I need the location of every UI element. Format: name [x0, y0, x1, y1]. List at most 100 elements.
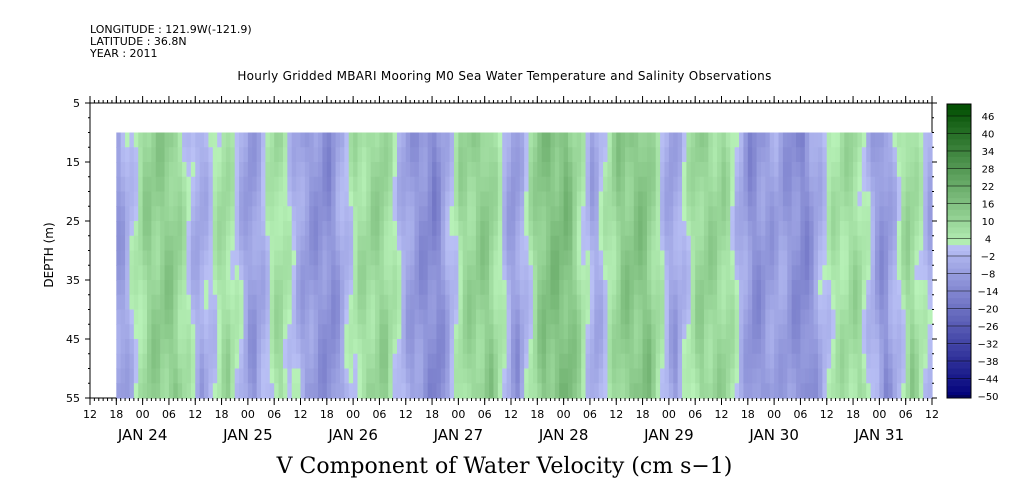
heatmap-cell	[554, 191, 560, 207]
heatmap-cell	[774, 221, 780, 237]
heatmap-cell	[546, 324, 552, 340]
heatmap-cell	[576, 132, 582, 148]
heatmap-cell	[642, 368, 648, 384]
heatmap-cell	[646, 265, 652, 281]
heatmap-cell	[388, 132, 394, 148]
heatmap-cell	[800, 206, 806, 222]
heatmap-cell	[826, 191, 832, 207]
heatmap-cell	[660, 353, 666, 370]
heatmap-cell	[835, 162, 841, 178]
heatmap-cell	[182, 383, 188, 399]
heatmap-cell	[888, 294, 894, 311]
heatmap-cell	[826, 176, 832, 193]
heatmap-cell	[177, 309, 183, 325]
heatmap-cell	[160, 147, 166, 163]
heatmap-cell	[778, 383, 784, 399]
heatmap-cell	[243, 147, 249, 163]
heatmap-cell	[581, 309, 587, 325]
heatmap-cell	[449, 132, 455, 148]
heatmap-cell	[471, 176, 477, 193]
heatmap-cell	[339, 383, 345, 399]
heatmap-cell	[168, 235, 174, 252]
heatmap-cell	[449, 221, 455, 237]
heatmap-cell	[778, 176, 784, 193]
heatmap-cell	[379, 265, 385, 281]
heatmap-cell	[712, 309, 718, 325]
heatmap-cell	[318, 235, 324, 252]
heatmap-cell	[489, 383, 495, 399]
heatmap-cell	[914, 132, 920, 148]
heatmap-cell	[269, 176, 275, 193]
x-tick-label: 00	[872, 408, 886, 421]
heatmap-cell	[370, 339, 376, 355]
heatmap-cell	[874, 294, 880, 311]
heatmap-cell	[638, 162, 644, 178]
heatmap-cell	[787, 383, 793, 399]
heatmap-cell	[642, 383, 648, 399]
colorbar-swatch	[947, 386, 971, 393]
heatmap-cell	[313, 339, 319, 355]
heatmap-cell	[326, 235, 332, 252]
heatmap-cell	[186, 162, 192, 178]
heatmap-cell	[151, 383, 157, 399]
heatmap-cell	[804, 250, 810, 266]
heatmap-cell	[568, 353, 573, 370]
heatmap-cell	[370, 132, 376, 148]
heatmap-cell	[480, 250, 486, 266]
heatmap-cell	[620, 294, 626, 311]
heatmap-cell	[677, 221, 683, 237]
heatmap-cell	[370, 309, 376, 325]
heatmap-cell	[506, 250, 512, 266]
heatmap-cell	[208, 132, 214, 148]
heatmap-cell	[537, 383, 543, 399]
heatmap-cell	[546, 265, 552, 281]
heatmap-cell	[861, 265, 867, 281]
heatmap-cell	[673, 206, 679, 222]
heatmap-cell	[405, 235, 411, 252]
heatmap-cell	[752, 324, 758, 340]
heatmap-cell	[405, 221, 411, 237]
heatmap-cell	[278, 250, 284, 266]
heatmap-cell	[554, 250, 560, 266]
heatmap-cell	[646, 221, 652, 237]
heatmap-cell	[243, 162, 249, 178]
heatmap-cell	[734, 383, 740, 399]
heatmap-cell	[839, 280, 845, 296]
heatmap-cell	[725, 191, 731, 207]
heatmap-cell	[585, 206, 591, 222]
heatmap-cell	[423, 324, 429, 340]
heatmap-cell	[541, 176, 547, 193]
heatmap-cell	[765, 294, 771, 311]
heatmap-cell	[677, 147, 683, 163]
heatmap-cell	[168, 309, 174, 325]
heatmap-cell	[269, 132, 275, 148]
heatmap-cell	[147, 191, 152, 207]
heatmap-cell	[752, 383, 758, 399]
x-tick-label: 00	[346, 408, 360, 421]
heatmap-cell	[309, 280, 315, 296]
heatmap-cell	[589, 353, 595, 370]
heatmap-cell	[739, 235, 745, 252]
heatmap-cell	[839, 265, 845, 281]
heatmap-cell	[568, 221, 573, 237]
heatmap-cell	[813, 383, 819, 399]
heatmap-cell	[607, 147, 613, 163]
heatmap-cell	[511, 324, 516, 340]
heatmap-cell	[625, 339, 631, 355]
heatmap-cell	[725, 324, 731, 340]
heatmap-cell	[690, 294, 696, 311]
heatmap-cell	[532, 368, 538, 384]
heatmap-cell	[173, 147, 179, 163]
heatmap-cell	[436, 309, 442, 325]
heatmap-cell	[322, 191, 328, 207]
heatmap-cell	[318, 294, 324, 311]
heatmap-cell	[734, 206, 740, 222]
heatmap-cell	[168, 221, 174, 237]
heatmap-cell	[506, 132, 512, 148]
heatmap-cell	[361, 132, 367, 148]
heatmap-cell	[418, 368, 424, 384]
heatmap-cell	[853, 265, 859, 281]
heatmap-cell	[861, 368, 867, 384]
heatmap-cell	[436, 383, 442, 399]
year-label: YEAR : 2011	[90, 47, 158, 60]
